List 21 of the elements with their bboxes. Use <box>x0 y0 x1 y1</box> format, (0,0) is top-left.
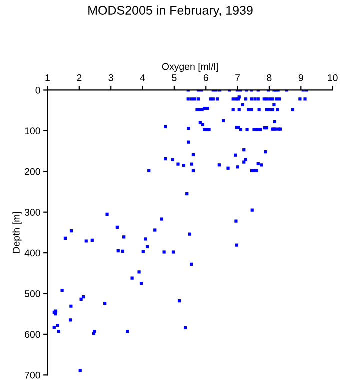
y-tick-label: 0 <box>36 86 40 94</box>
y-tick-label: 200 <box>25 168 40 176</box>
x-tick-label: 4 <box>140 74 146 82</box>
y-tick-label: 100 <box>25 128 40 135</box>
chart-title: MODS2005 in February, 1939 <box>88 6 253 18</box>
y-tick-label: 400 <box>24 250 40 257</box>
x-axis-title: Oxygen [ml/l] <box>162 63 218 72</box>
y-tick-label: 300 <box>24 209 40 216</box>
x-tick-label: 8 <box>267 74 272 82</box>
x-tick-label: 10 <box>328 74 338 82</box>
y-tick-label: 600 <box>25 331 40 338</box>
x-tick-label: 9 <box>298 74 304 82</box>
x-tick-label: 5 <box>172 74 177 82</box>
x-tick-label: 3 <box>108 74 114 82</box>
x-tick-label: 6 <box>204 74 208 82</box>
x-tick-label: 1 <box>46 74 50 82</box>
x-tick-label: 2 <box>77 74 82 82</box>
y-tick-label: 500 <box>24 290 40 298</box>
x-tick-label: 7 <box>236 74 240 82</box>
y-tick-label: 700 <box>25 372 40 379</box>
y-axis-title: Depth [m] <box>12 212 22 253</box>
